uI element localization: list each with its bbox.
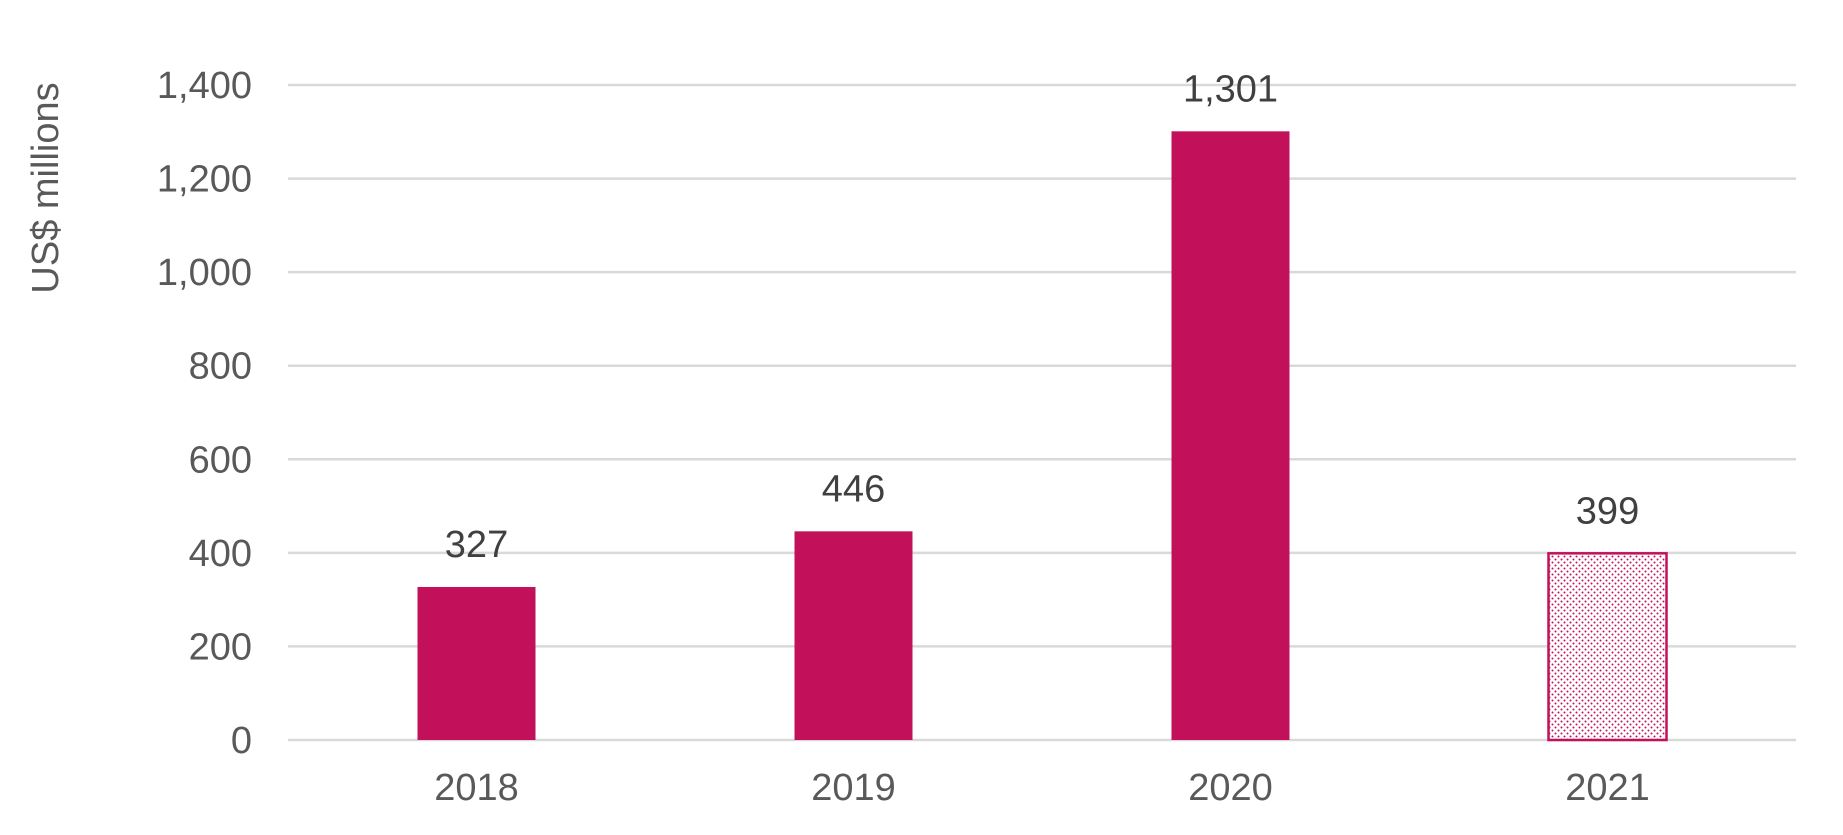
bars [417,131,1668,742]
data-labels: 327 446 1,301 399 [445,68,1639,566]
x-tick-labels: 2018 2019 2020 2021 [434,767,1650,809]
y-tick-label: 800 [189,346,252,388]
gridlines [288,83,1796,742]
y-tick-label: 400 [189,533,252,575]
x-tick-label: 2021 [1565,767,1650,809]
y-tick-labels: 0 200 400 600 800 1,000 1,200 1,400 [157,65,252,762]
bar-2020 [1171,131,1290,740]
x-tick-label: 2018 [434,767,519,809]
x-tick-label: 2020 [1188,767,1273,809]
bar-2021 [1547,552,1668,742]
bar-2019 [794,531,913,740]
data-label-2019: 446 [822,468,885,510]
y-tick-label: 200 [189,626,252,668]
y-axis-title: US$ millions [25,82,67,293]
data-label-2020: 1,301 [1183,68,1278,110]
y-tick-label: 0 [231,720,252,762]
y-tick-label: 1,000 [157,252,252,294]
data-label-2018: 327 [445,524,508,566]
y-tick-label: 600 [189,439,252,481]
bar-2018 [417,587,536,740]
x-tick-label: 2019 [811,767,896,809]
y-tick-label: 1,200 [157,159,252,201]
y-tick-label: 1,400 [157,65,252,107]
data-label-2021: 399 [1576,490,1639,532]
